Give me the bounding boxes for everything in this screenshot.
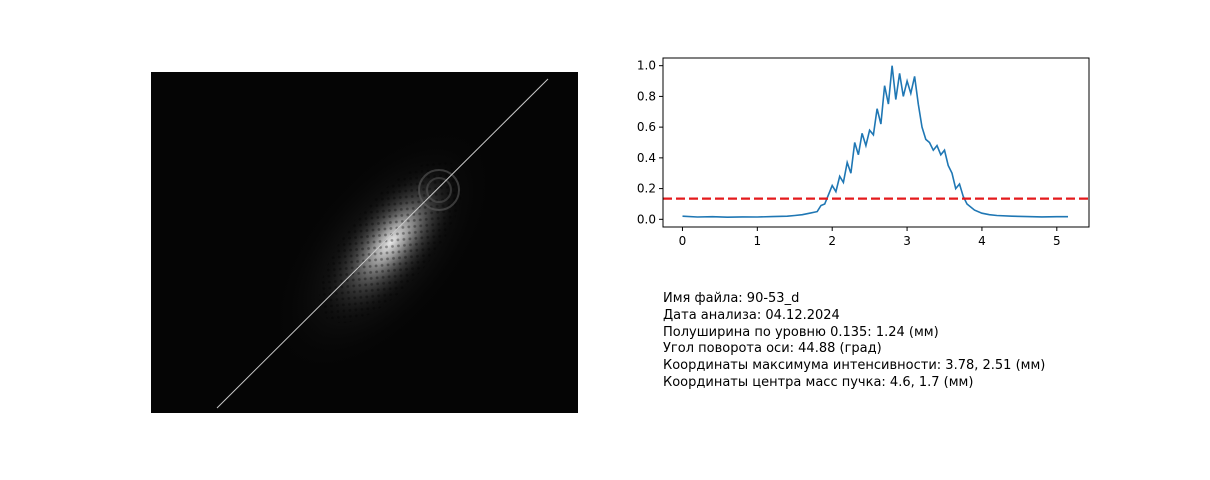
- x-tick-label: 0: [679, 234, 687, 248]
- y-tick-label: 1.0: [637, 59, 656, 73]
- x-tick-label: 1: [754, 234, 762, 248]
- beam-intensity-image: [151, 72, 578, 413]
- y-tick-label: 0.4: [637, 151, 656, 165]
- y-tick-label: 0.8: [637, 89, 656, 103]
- x-tick-label: 2: [828, 234, 836, 248]
- y-tick-label: 0.0: [637, 212, 656, 226]
- plot-area: [662, 57, 1090, 228]
- x-tick-label: 3: [903, 234, 911, 248]
- x-tick-label: 4: [978, 234, 986, 248]
- axis-angle: Угол поворота оси: 44.88 (град): [663, 341, 882, 357]
- plot-frame: [662, 57, 1090, 228]
- max-intensity-coords: Координаты максимума интенсивности: 3.78…: [663, 358, 1046, 374]
- file-name: Имя файла: 90-53_d: [663, 291, 800, 306]
- y-tick-label: 0.6: [637, 120, 656, 134]
- analysis-info: Имя файла: 90-53_d Дата анализа: 04.12.2…: [663, 291, 1045, 392]
- x-tick-label: 5: [1053, 234, 1061, 248]
- intensity-profile-line: [682, 65, 1068, 219]
- mass-center-coords: Координаты центра масс пучка: 4.6, 1.7 (…: [663, 374, 974, 390]
- analysis-date: Дата анализа: 04.12.2024: [663, 307, 840, 323]
- profile-cut-line: [216, 78, 549, 409]
- x-axis: 0 1 2 3 4 5: [679, 227, 1061, 248]
- half-width: Полуширина по уровню 0.135: 1.24 (мм): [663, 324, 939, 340]
- y-axis: 0.0 0.2 0.4 0.6 0.8 1.0: [637, 59, 663, 226]
- y-tick-label: 0.2: [637, 182, 656, 196]
